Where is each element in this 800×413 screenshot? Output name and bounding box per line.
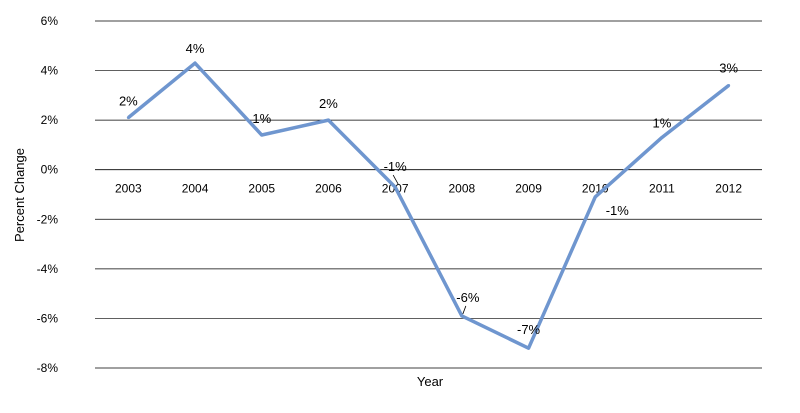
data-point: [460, 314, 464, 318]
data-label: 2%: [119, 94, 138, 109]
data-label: -6%: [456, 290, 480, 305]
x-tick-label: 2003: [115, 182, 142, 196]
data-point: [727, 83, 731, 87]
x-tick-label: 2006: [315, 182, 342, 196]
leader-line: [392, 174, 399, 185]
data-point: [260, 133, 264, 137]
data-label: 3%: [719, 60, 738, 75]
y-tick-label: 2%: [41, 113, 59, 127]
x-tick-label: 2008: [448, 182, 475, 196]
data-label: 2%: [319, 96, 338, 111]
x-tick-label: 2005: [248, 182, 275, 196]
y-tick-labels: 6% 4% 2% 0% -2% -4% -6% -8%: [37, 14, 59, 375]
data-label: 1%: [653, 115, 672, 130]
y-tick-label: 4%: [41, 64, 59, 78]
y-axis-label: Percent Change: [12, 148, 27, 242]
leader-line: [462, 305, 467, 315]
data-point: [193, 61, 197, 65]
data-label: -1%: [384, 159, 408, 174]
data-label: 1%: [252, 111, 271, 126]
series-line: [127, 61, 730, 350]
y-tick-label: -4%: [37, 262, 59, 276]
data-point: [593, 195, 597, 199]
data-label: 4%: [186, 41, 205, 56]
x-axis-label: Year: [417, 374, 444, 389]
y-tick-label: -8%: [37, 361, 59, 375]
data-label: -7%: [517, 322, 541, 337]
data-point: [126, 116, 130, 120]
y-tick-label: -6%: [37, 311, 59, 325]
x-tick-label: 2012: [715, 182, 742, 196]
y-tick-label: -2%: [37, 212, 59, 226]
x-tick-label: 2009: [515, 182, 542, 196]
x-tick-labels: 2003 2004 2005 2006 2007 2008 2009 2010 2011 2012: [115, 182, 742, 196]
data-labels: 2% 4% 1% 2% -1% -6% -7% -1% 1% 3%: [119, 41, 739, 337]
data-label: -1%: [606, 203, 630, 218]
series-group: [126, 61, 731, 350]
x-tick-label: 2011: [649, 182, 675, 196]
gridlines: [95, 20, 762, 369]
y-tick-label: 0%: [41, 163, 59, 177]
data-point: [527, 346, 531, 350]
data-point: [393, 185, 397, 189]
y-tick-label: 6%: [41, 14, 59, 28]
data-point: [660, 135, 664, 139]
data-point: [326, 118, 330, 122]
x-tick-label: 2004: [182, 182, 209, 196]
